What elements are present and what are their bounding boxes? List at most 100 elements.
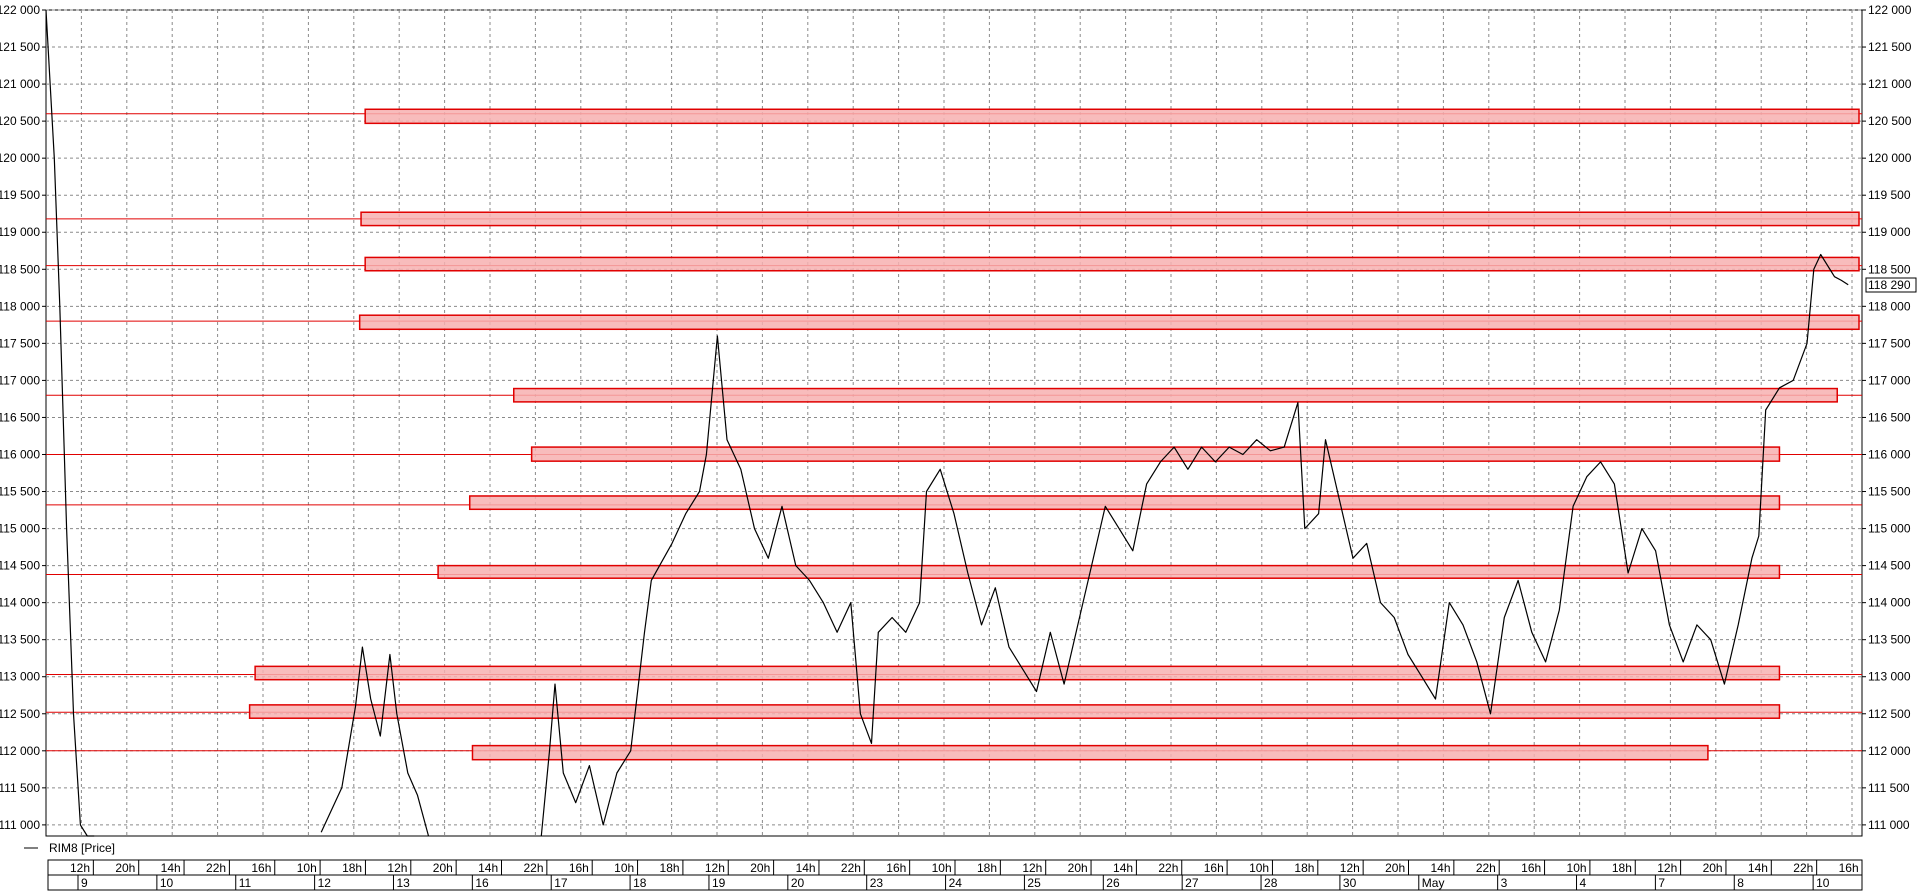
x-day-label: May	[1422, 876, 1445, 890]
x-hour-label: 14h	[1748, 861, 1768, 875]
y-tick-label-left: 111 500	[0, 781, 40, 795]
y-tick-label-right: 120 000	[1868, 151, 1912, 165]
x-hour-label: 22h	[1158, 861, 1178, 875]
x-hour-label: 20h	[750, 861, 770, 875]
x-hour-label: 18h	[977, 861, 997, 875]
y-tick-label-right: 118 000	[1868, 299, 1911, 313]
x-day-label: 19	[712, 876, 726, 890]
x-hour-label: 20h	[1703, 861, 1723, 875]
y-tick-label-right: 122 000	[1868, 3, 1912, 17]
y-tick-label-left: 115 500	[0, 485, 40, 499]
y-tick-label-left: 122 000	[0, 3, 40, 17]
level-zone	[254, 665, 1781, 681]
y-tick-label-left: 115 000	[0, 522, 40, 536]
x-day-label: 23	[870, 876, 884, 890]
x-day-label: 13	[396, 876, 410, 890]
x-hour-label: 16h	[1839, 861, 1859, 875]
x-hour-label: 22h	[1793, 861, 1813, 875]
x-hour-label: 16h	[1521, 861, 1541, 875]
x-hour-label: 14h	[1430, 861, 1450, 875]
y-tick-label-right: 121 000	[1868, 77, 1912, 91]
x-day-label: 20	[791, 876, 805, 890]
x-day-label: 17	[554, 876, 568, 890]
x-day-label: 9	[81, 876, 88, 890]
x-hour-label: 20h	[1068, 861, 1088, 875]
y-tick-label-left: 114 000	[0, 596, 40, 610]
x-hour-label: 12h	[70, 861, 90, 875]
y-tick-label-right: 117 000	[1868, 373, 1911, 387]
x-hour-label: 12h	[705, 861, 725, 875]
x-day-label: 28	[1264, 876, 1278, 890]
series-line	[320, 646, 430, 837]
y-tick-label-right: 112 500	[1868, 707, 1911, 721]
x-day-label: 18	[633, 876, 647, 890]
x-hour-label: 20h	[115, 861, 135, 875]
series-line	[540, 253, 1849, 837]
x-day-label: 27	[1185, 876, 1199, 890]
y-tick-label-right: 119 500	[1868, 188, 1911, 202]
x-hour-label: 22h	[841, 861, 861, 875]
y-tick-label-left: 120 000	[0, 151, 40, 165]
y-tick-label-left: 118 000	[0, 299, 40, 313]
level-zone	[364, 256, 1860, 272]
y-tick-label-left: 111 000	[0, 818, 40, 832]
series-group	[45, 9, 1849, 837]
y-tick-label-left: 116 500	[0, 410, 40, 424]
x-hour-label: 12h	[1657, 861, 1677, 875]
x-hour-label: 12h	[387, 861, 407, 875]
x-day-label: 7	[1658, 876, 1665, 890]
y-tick-label-right: 120 500	[1868, 114, 1912, 128]
x-hour-label: 18h	[660, 861, 680, 875]
x-hour-label: 16h	[1204, 861, 1224, 875]
x-hour-label: 22h	[523, 861, 543, 875]
y-tick-label-left: 119 500	[0, 188, 40, 202]
level-zone	[360, 211, 1860, 227]
y-tick-label-right: 111 500	[1868, 781, 1910, 795]
x-day-label: 4	[1580, 876, 1587, 890]
y-axis-right: 122 000 121 500 121 000 120 500 120 000 119 5…	[1862, 3, 1912, 832]
x-hour-label: 18h	[1612, 861, 1632, 875]
x-hour-label: 20h	[433, 861, 453, 875]
x-hour-label: 16h	[569, 861, 589, 875]
y-tick-label-left: 116 000	[0, 447, 40, 461]
y-tick-label-right: 113 000	[1868, 670, 1911, 684]
level-zone	[364, 108, 1860, 125]
x-hour-label: 14h	[1113, 861, 1133, 875]
last-price-box	[1865, 277, 1917, 293]
last-price-label: 118 290	[1868, 278, 1911, 292]
y-tick-label-left: 117 000	[0, 373, 40, 387]
x-hour-label: 22h	[206, 861, 226, 875]
y-tick-label-left: 114 500	[0, 559, 40, 573]
y-tick-label-right: 115 000	[1868, 522, 1911, 536]
y-tick-label-left: 113 500	[0, 633, 40, 647]
x-hour-label: 14h	[796, 861, 816, 875]
y-tick-label-left: 118 500	[0, 262, 40, 276]
last-price-marker: 118 290	[1865, 277, 1917, 293]
x-hour-label: 10h	[614, 861, 634, 875]
x-hour-label: 12h	[1340, 861, 1360, 875]
x-day-label: 26	[1106, 876, 1120, 890]
y-tick-label-right: 121 500	[1868, 40, 1912, 54]
y-tick-label-left: 120 500	[0, 114, 40, 128]
x-hour-label: 14h	[478, 861, 498, 875]
x-hour-label: 14h	[161, 861, 181, 875]
x-day-label: 25	[1027, 876, 1041, 890]
y-tick-label-right: 115 500	[1868, 485, 1911, 499]
x-hour-label: 20h	[1385, 861, 1405, 875]
y-tick-label-right: 117 500	[1868, 336, 1911, 350]
x-hour-label: 12h	[1022, 861, 1042, 875]
x-day-label: 10	[1816, 876, 1830, 890]
y-tick-label-right: 119 000	[1868, 225, 1911, 239]
y-tick-label-right: 114 000	[1868, 596, 1911, 610]
y-tick-label-right: 112 000	[1868, 744, 1911, 758]
y-tick-label-right: 118 500	[1868, 262, 1911, 276]
x-day-label: 30	[1343, 876, 1357, 890]
x-day-label: 16	[475, 876, 489, 890]
x-hour-label: 16h	[251, 861, 271, 875]
level-lines	[46, 108, 1862, 761]
y-tick-label-left: 121 500	[0, 40, 40, 54]
x-hour-label: 18h	[342, 861, 362, 875]
level-zone	[358, 314, 1860, 331]
x-day-label: 8	[1737, 876, 1744, 890]
